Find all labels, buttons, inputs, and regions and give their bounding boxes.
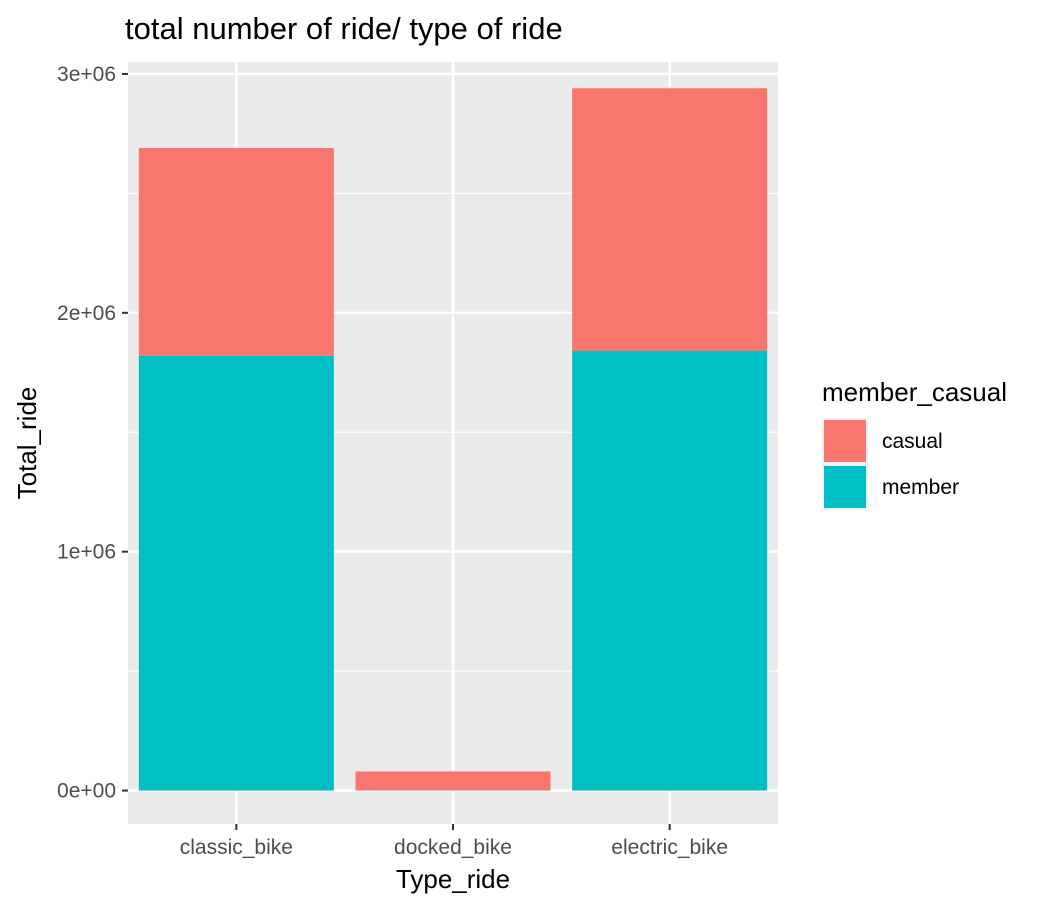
legend-swatch-casual: [824, 420, 866, 462]
y-tick-label: 2e+06: [57, 302, 116, 325]
legend-label-member: member: [882, 476, 959, 499]
legend-items: casual member: [822, 418, 959, 510]
legend-title: member_casual: [822, 377, 1007, 407]
bar-casual-docked_bike: [355, 771, 551, 791]
legend-label-casual: casual: [882, 430, 943, 453]
x-axis-title: Type_ride: [396, 864, 510, 894]
x-tick-label: electric_bike: [611, 836, 728, 859]
legend-swatch-member: [824, 466, 866, 508]
chart-title: total number of ride/ type of ride: [125, 11, 563, 46]
x-tick-label: docked_bike: [394, 836, 512, 859]
bar-member-classic_bike: [138, 355, 334, 791]
bar-casual-classic_bike: [138, 147, 334, 356]
x-axis: classic_bike docked_bike electric_bike: [180, 824, 728, 859]
y-tick-label: 1e+06: [57, 541, 116, 564]
bars: [138, 88, 768, 791]
y-axis: 0e+00 1e+06 2e+06 3e+06: [57, 63, 128, 803]
bar-casual-electric_bike: [572, 88, 768, 352]
legend: member_casual casual member: [822, 377, 1007, 510]
y-axis-title: Total_ride: [12, 387, 42, 500]
x-tick-label: classic_bike: [180, 836, 293, 859]
y-tick-label: 0e+00: [57, 780, 116, 803]
bar-member-electric_bike: [572, 351, 768, 791]
y-tick-label: 3e+06: [57, 63, 116, 86]
